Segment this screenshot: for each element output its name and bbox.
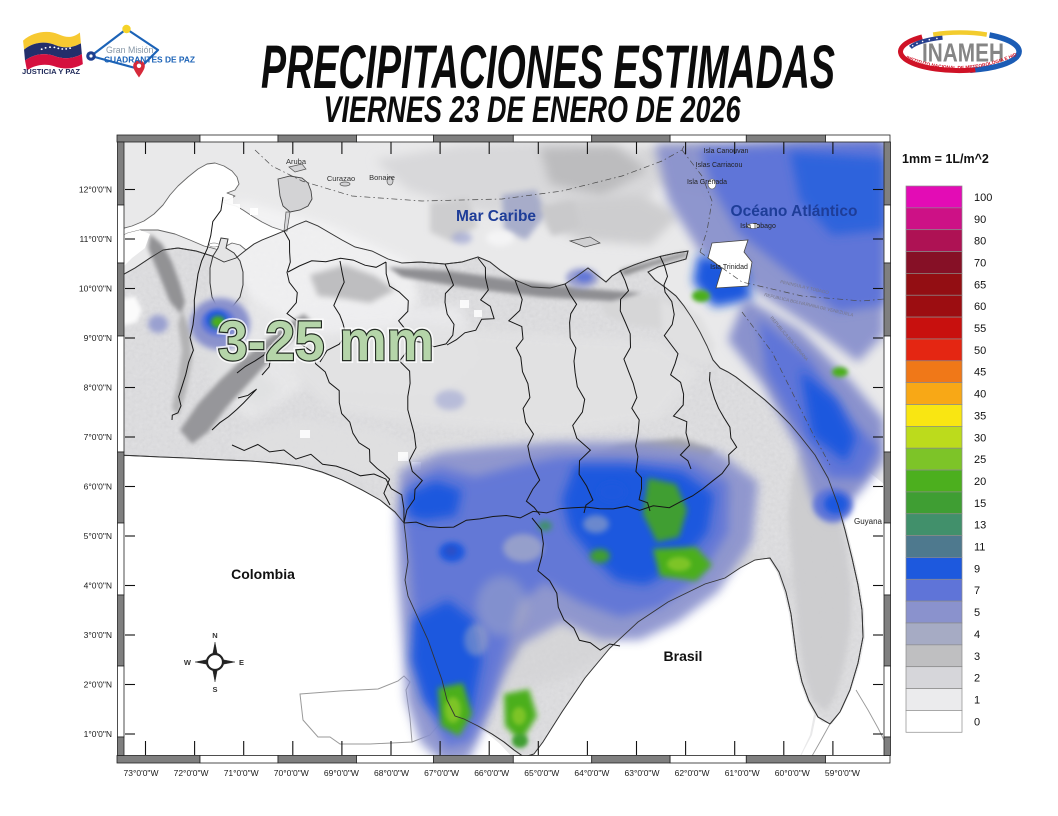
svg-text:3-25 mm: 3-25 mm <box>218 309 434 372</box>
svg-text:Mar Caribe: Mar Caribe <box>456 208 536 225</box>
svg-text:2°0'0"N: 2°0'0"N <box>84 680 112 690</box>
svg-text:35: 35 <box>974 410 986 422</box>
svg-text:69°0'0"W: 69°0'0"W <box>324 768 359 778</box>
svg-text:JUSTICIA Y PAZ: JUSTICIA Y PAZ <box>22 67 80 76</box>
svg-text:50: 50 <box>974 345 986 357</box>
svg-text:1mm = 1L/m^2: 1mm = 1L/m^2 <box>902 152 989 166</box>
svg-text:8°0'0"N: 8°0'0"N <box>84 383 112 393</box>
svg-text:Isla Trinidad: Isla Trinidad <box>710 264 748 271</box>
svg-text:70: 70 <box>974 258 986 270</box>
svg-text:100: 100 <box>974 192 992 204</box>
svg-text:Brasil: Brasil <box>664 648 703 664</box>
svg-text:Gran Misión: Gran Misión <box>106 45 154 55</box>
svg-text:6°0'0"N: 6°0'0"N <box>84 482 112 492</box>
svg-text:Isla Canouvan: Isla Canouvan <box>704 148 749 155</box>
svg-text:15: 15 <box>974 498 986 510</box>
svg-text:63°0'0"W: 63°0'0"W <box>625 768 660 778</box>
svg-text:20: 20 <box>974 476 986 488</box>
svg-text:N: N <box>212 631 217 640</box>
svg-text:61°0'0"W: 61°0'0"W <box>725 768 760 778</box>
svg-text:1: 1 <box>974 695 980 707</box>
svg-text:60: 60 <box>974 301 986 313</box>
svg-text:4: 4 <box>974 629 980 641</box>
svg-text:VIERNES 23 DE ENERO DE 2026: VIERNES 23 DE ENERO DE 2026 <box>324 88 742 130</box>
svg-text:Océano Atlántico: Océano Atlántico <box>731 203 858 220</box>
svg-text:4°0'0"N: 4°0'0"N <box>84 581 112 591</box>
svg-text:13: 13 <box>974 520 986 532</box>
svg-text:7: 7 <box>974 585 980 597</box>
svg-text:Colombia: Colombia <box>231 566 295 582</box>
svg-text:Guyana: Guyana <box>854 517 883 526</box>
svg-text:Islas Carriacou: Islas Carriacou <box>696 162 743 169</box>
svg-text:5°0'0"N: 5°0'0"N <box>84 531 112 541</box>
svg-text:25: 25 <box>974 454 986 466</box>
svg-text:PRECIPITACIONES ESTIMADAS: PRECIPITACIONES ESTIMADAS <box>261 33 835 101</box>
svg-text:40: 40 <box>974 389 986 401</box>
svg-text:Isla Grenada: Isla Grenada <box>687 179 727 186</box>
svg-text:9: 9 <box>974 563 980 575</box>
svg-text:9°0'0"N: 9°0'0"N <box>84 333 112 343</box>
svg-text:80: 80 <box>974 236 986 248</box>
svg-text:90: 90 <box>974 214 986 226</box>
svg-text:2: 2 <box>974 673 980 685</box>
svg-text:65: 65 <box>974 279 986 291</box>
svg-text:62°0'0"W: 62°0'0"W <box>675 768 710 778</box>
svg-text:CUADRANTES DE PAZ: CUADRANTES DE PAZ <box>104 55 195 65</box>
svg-text:60°0'0"W: 60°0'0"W <box>775 768 810 778</box>
svg-text:68°0'0"W: 68°0'0"W <box>374 768 409 778</box>
svg-text:3-25 mm: 3-25 mm <box>218 309 434 372</box>
svg-text:INAMEH: INAMEH <box>922 37 1004 67</box>
svg-text:64°0'0"W: 64°0'0"W <box>574 768 609 778</box>
svg-text:W: W <box>184 658 192 667</box>
svg-text:73°0'0"W: 73°0'0"W <box>124 768 159 778</box>
svg-text:0: 0 <box>974 716 980 728</box>
svg-text:67°0'0"W: 67°0'0"W <box>424 768 459 778</box>
svg-text:72°0'0"W: 72°0'0"W <box>174 768 209 778</box>
svg-text:66°0'0"W: 66°0'0"W <box>474 768 509 778</box>
svg-text:11: 11 <box>974 542 985 554</box>
svg-text:55: 55 <box>974 323 986 335</box>
svg-text:Isla Tobago: Isla Tobago <box>740 223 776 230</box>
svg-text:1°0'0"N: 1°0'0"N <box>84 729 112 739</box>
svg-text:E: E <box>239 658 244 667</box>
svg-text:Bonaire: Bonaire <box>369 173 395 182</box>
svg-text:12°0'0"N: 12°0'0"N <box>79 185 112 195</box>
svg-text:Aruba: Aruba <box>286 157 307 166</box>
svg-text:71°0'0"W: 71°0'0"W <box>224 768 259 778</box>
svg-text:3-25 mm: 3-25 mm <box>218 309 434 372</box>
svg-text:7°0'0"N: 7°0'0"N <box>84 432 112 442</box>
svg-text:S: S <box>212 685 217 694</box>
svg-text:70°0'0"W: 70°0'0"W <box>274 768 309 778</box>
svg-text:10°0'0"N: 10°0'0"N <box>79 284 112 294</box>
svg-text:Curazao: Curazao <box>327 174 355 183</box>
svg-text:65°0'0"W: 65°0'0"W <box>524 768 559 778</box>
svg-text:5: 5 <box>974 607 980 619</box>
svg-text:11°0'0"N: 11°0'0"N <box>80 234 112 244</box>
svg-text:45: 45 <box>974 367 986 379</box>
svg-text:3: 3 <box>974 651 980 663</box>
svg-text:30: 30 <box>974 432 986 444</box>
svg-text:3°0'0"N: 3°0'0"N <box>84 630 112 640</box>
svg-text:59°0'0"W: 59°0'0"W <box>825 768 860 778</box>
